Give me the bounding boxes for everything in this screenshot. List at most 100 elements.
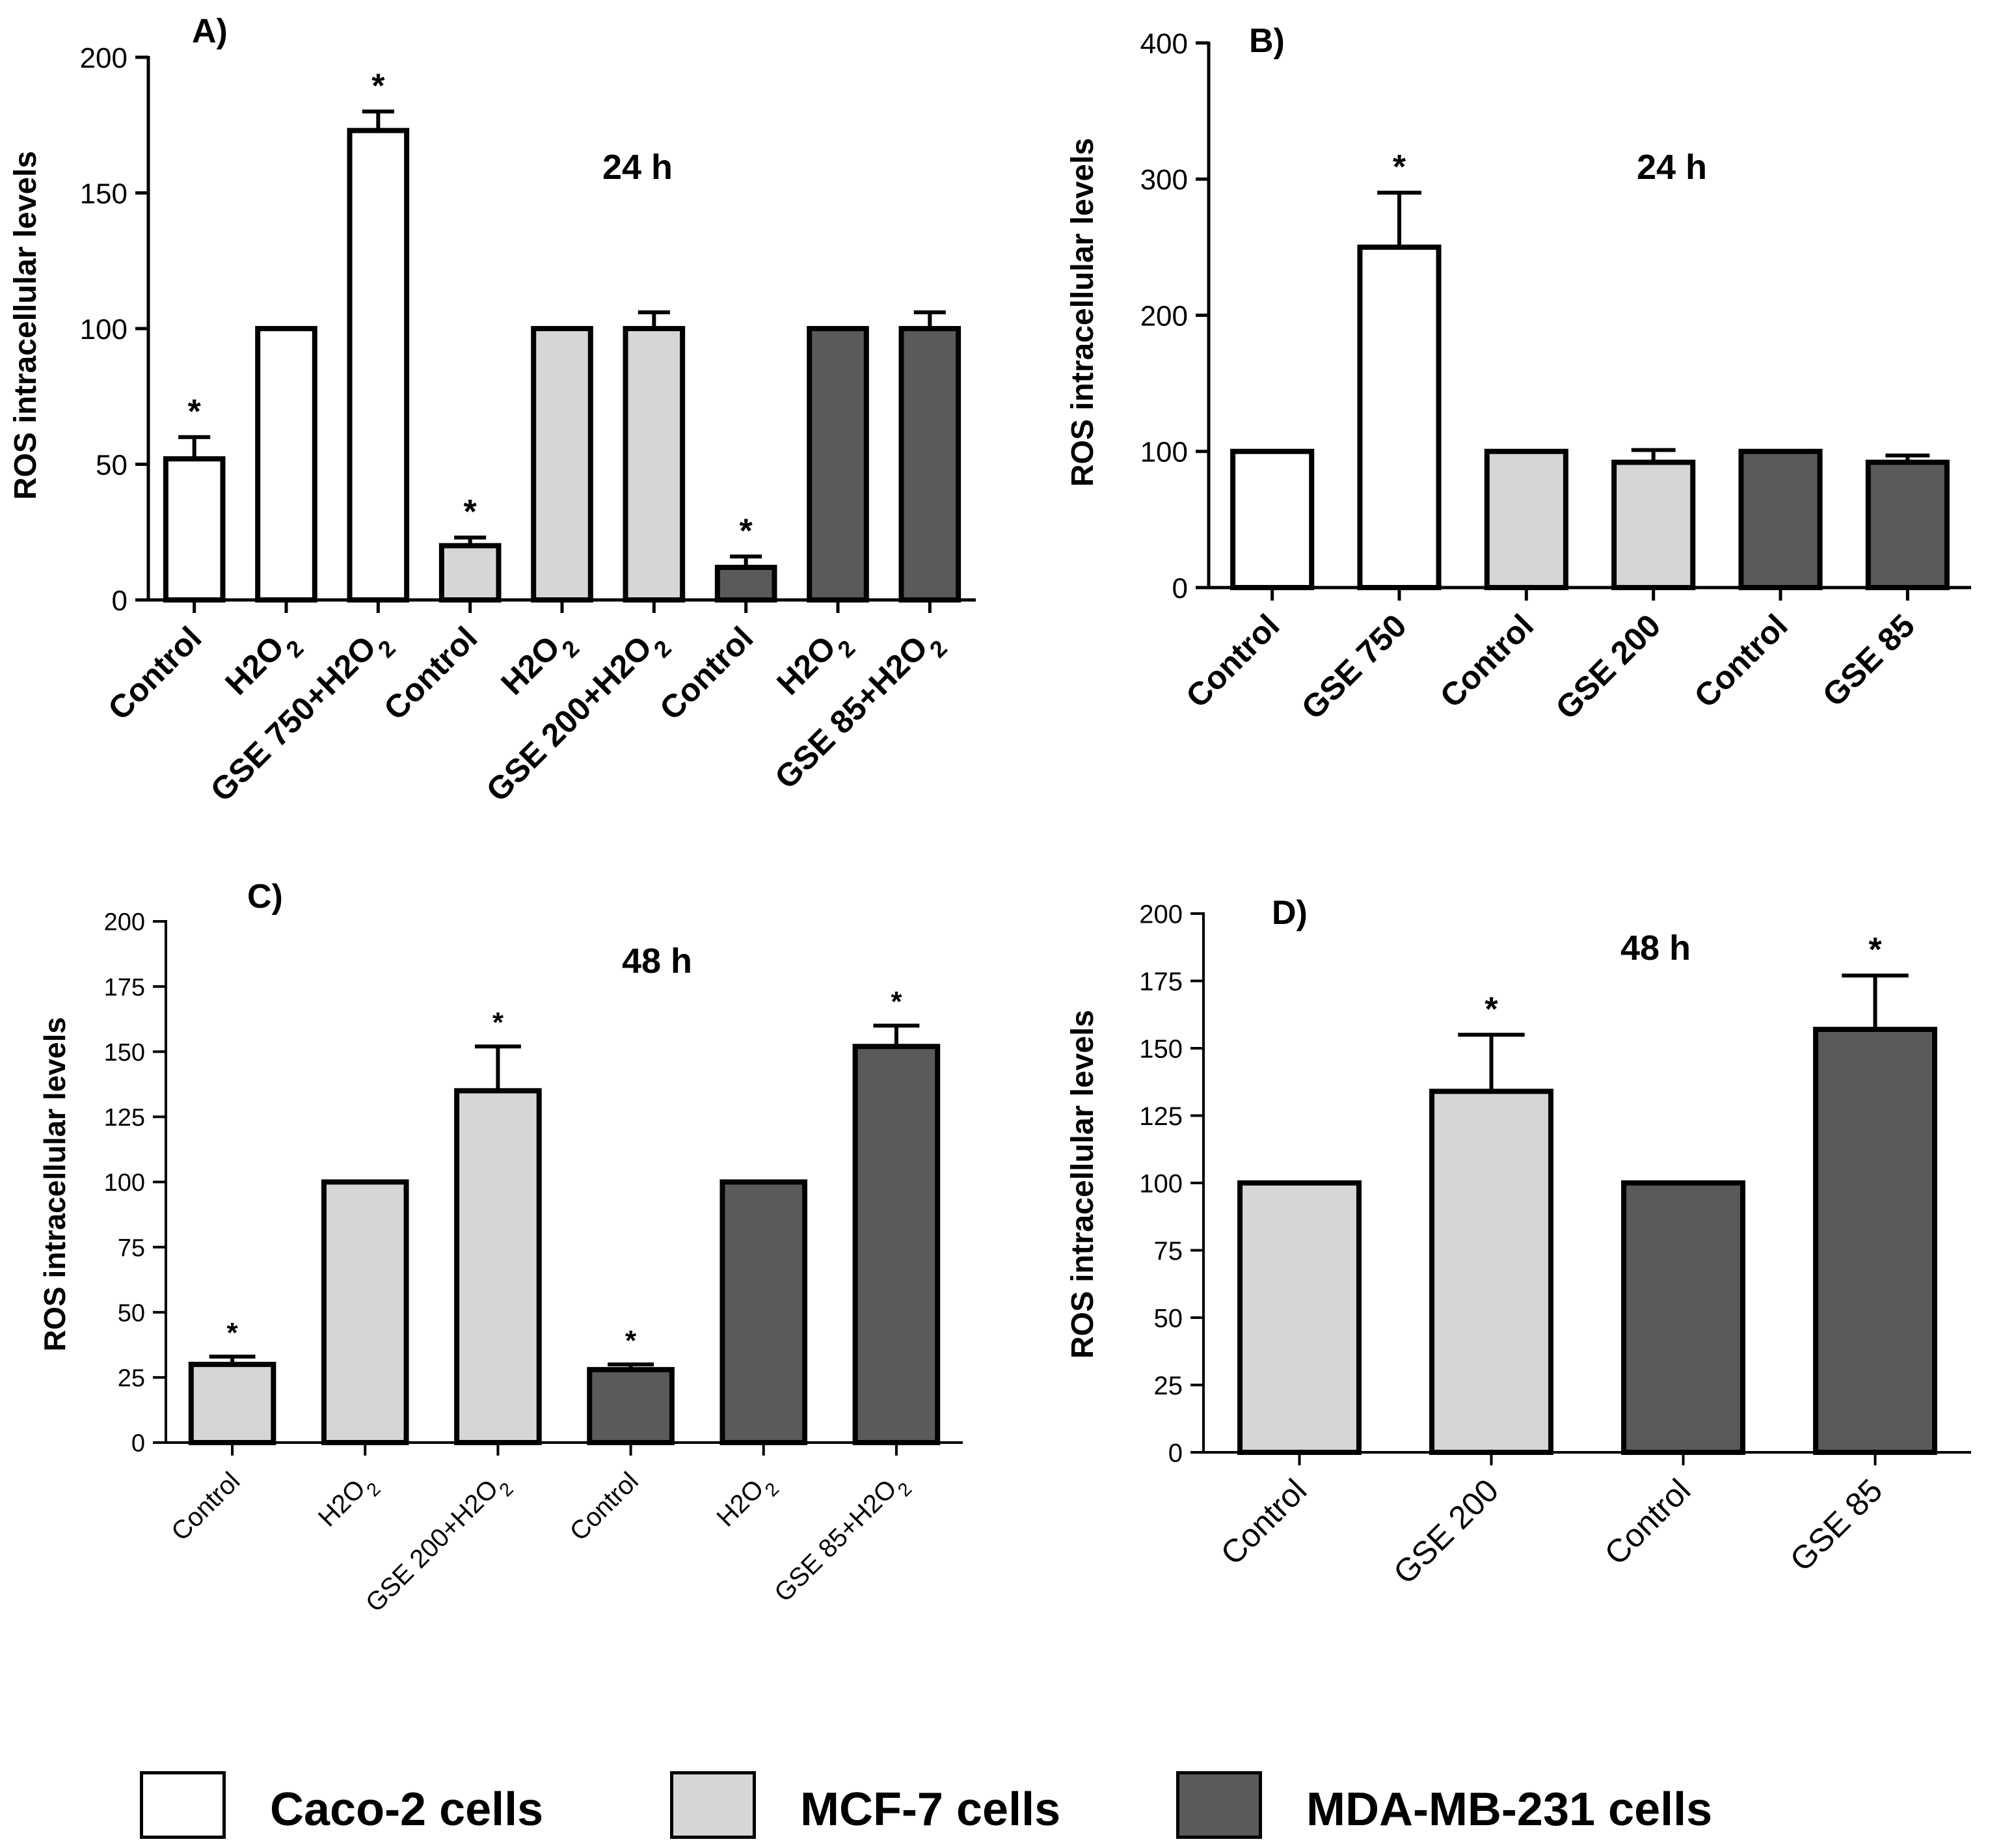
bar: [1357, 244, 1442, 590]
y-axis-label: ROS intracellular levels: [8, 151, 43, 500]
x-tick-label: Control: [101, 619, 208, 727]
bar: [321, 1179, 409, 1445]
bar: [454, 1088, 542, 1445]
panel-label: B): [1249, 22, 1285, 60]
y-tick-label: 200: [1140, 300, 1188, 332]
x-tick-label: GSE 750: [1295, 607, 1414, 726]
bar: [1865, 459, 1950, 590]
time-label: 24 h: [1637, 148, 1707, 187]
legend-label-caco2: Caco-2 cells: [270, 1784, 544, 1836]
significance-marker: *: [1393, 148, 1406, 186]
significance-marker: *: [1485, 990, 1498, 1028]
y-tick-label: 175: [1139, 968, 1183, 996]
panel-label: A): [192, 12, 228, 50]
x-tick-label: Control: [166, 1467, 245, 1546]
bar: [255, 326, 317, 603]
panel-label: C): [247, 878, 283, 916]
y-tick-label: 75: [118, 1234, 145, 1262]
x-tick-label: Control: [377, 619, 484, 727]
bar: [898, 326, 961, 603]
y-tick-label: 50: [118, 1299, 145, 1327]
y-tick-label: 0: [1168, 1439, 1183, 1467]
bar: [347, 128, 410, 603]
significance-marker: *: [227, 1317, 239, 1349]
y-axis-label: ROS intracellular levels: [1066, 1010, 1100, 1359]
y-tick-label: 50: [96, 449, 128, 481]
y-tick-label: 200: [1139, 900, 1183, 929]
legend-label-mcf7: MCF-7 cells: [800, 1784, 1061, 1836]
y-tick-label: 50: [1154, 1304, 1183, 1333]
bar: [163, 456, 226, 603]
y-tick-label: 0: [112, 585, 128, 617]
bar: [1621, 1180, 1745, 1455]
y-tick-label: 125: [1139, 1102, 1183, 1131]
significance-marker: *: [1868, 931, 1882, 969]
x-tick-label: GSE 200+H2O2​: [360, 1467, 518, 1624]
x-tick-label: Control: [1687, 607, 1795, 714]
bar: [587, 1366, 675, 1446]
y-tick-label: 175: [104, 974, 145, 1001]
x-tick-label: Control: [1214, 1472, 1314, 1572]
y-tick-label: 150: [80, 178, 128, 210]
bar: [623, 326, 686, 603]
legend-swatch-mcf7: [670, 1771, 756, 1839]
panel-a: 0 50 100 150 200 ROS intracellular levels A) 24…: [8, 12, 976, 809]
bar: [719, 1179, 808, 1445]
bar: [1813, 1027, 1937, 1455]
bar: [1611, 459, 1696, 590]
significance-marker: *: [625, 1325, 637, 1357]
y-tick-label: 100: [104, 1169, 145, 1197]
significance-marker: *: [740, 512, 753, 550]
significance-marker: *: [371, 67, 385, 105]
y-tick-label: 100: [1139, 1169, 1183, 1198]
legend-label-mda: MDA-MB-231 cells: [1306, 1784, 1713, 1836]
panel-label: D): [1272, 894, 1308, 932]
x-tick-label: Control: [1433, 607, 1540, 714]
y-axis-label: ROS intracellular levels: [1066, 138, 1100, 487]
y-tick-label: 200: [104, 909, 145, 936]
y-tick-label: 75: [1154, 1237, 1183, 1266]
time-label: 48 h: [1620, 929, 1691, 968]
bar: [438, 543, 502, 603]
significance-marker: *: [464, 493, 477, 531]
y-tick-label: 0: [1172, 573, 1188, 604]
y-tick-label: 100: [1140, 437, 1188, 468]
y-tick-label: 125: [104, 1104, 145, 1132]
panel-d: 0 25 50 75 100 125 150 175 200 ROS intracellular …: [1066, 894, 1971, 1591]
y-tick-label: 150: [104, 1039, 145, 1066]
y-tick-label: 300: [1140, 164, 1188, 196]
x-tick-label: GSE 85: [1816, 607, 1922, 713]
legend-swatch-caco2: [140, 1771, 226, 1839]
x-tick-label: GSE 85+H2O2​: [769, 1467, 916, 1614]
y-axis-label: ROS intracellular levels: [38, 1017, 72, 1351]
bar: [714, 564, 777, 603]
x-tick-label: Control: [1598, 1472, 1698, 1572]
significance-marker: *: [891, 986, 902, 1018]
bar: [852, 1044, 941, 1445]
y-tick-label: 25: [1154, 1372, 1183, 1400]
y-tick-label: 25: [118, 1365, 145, 1392]
y-tick-label: 150: [1139, 1035, 1183, 1063]
x-tick-label: Control: [1179, 607, 1286, 714]
bar: [807, 326, 869, 603]
y-tick-label: 200: [80, 42, 128, 74]
x-tick-label: H2O2​: [313, 1467, 385, 1539]
bar: [1429, 1089, 1553, 1455]
x-tick-label: GSE 85+H2O2​: [768, 619, 952, 804]
bar: [531, 326, 593, 603]
x-tick-label: GSE 200: [1548, 607, 1667, 726]
time-label: 24 h: [602, 148, 673, 187]
bar: [1738, 448, 1823, 590]
bar: [1230, 448, 1315, 590]
legend: Caco-2 cells MCF-7 cells MDA-MB-231 cell…: [0, 1757, 2016, 1846]
bar: [188, 1361, 276, 1446]
x-tick-label: GSE 85: [1783, 1472, 1889, 1578]
x-tick-label: Control: [652, 619, 760, 727]
panel-b: 0 100 200 300 400 ROS intracellular levels B) 2…: [1066, 22, 1971, 726]
significance-marker: *: [492, 1007, 504, 1038]
significance-marker: *: [188, 393, 202, 431]
x-tick-label: H2O2​: [712, 1467, 784, 1539]
time-label: 48 h: [622, 942, 692, 981]
legend-swatch-mda: [1176, 1771, 1262, 1839]
